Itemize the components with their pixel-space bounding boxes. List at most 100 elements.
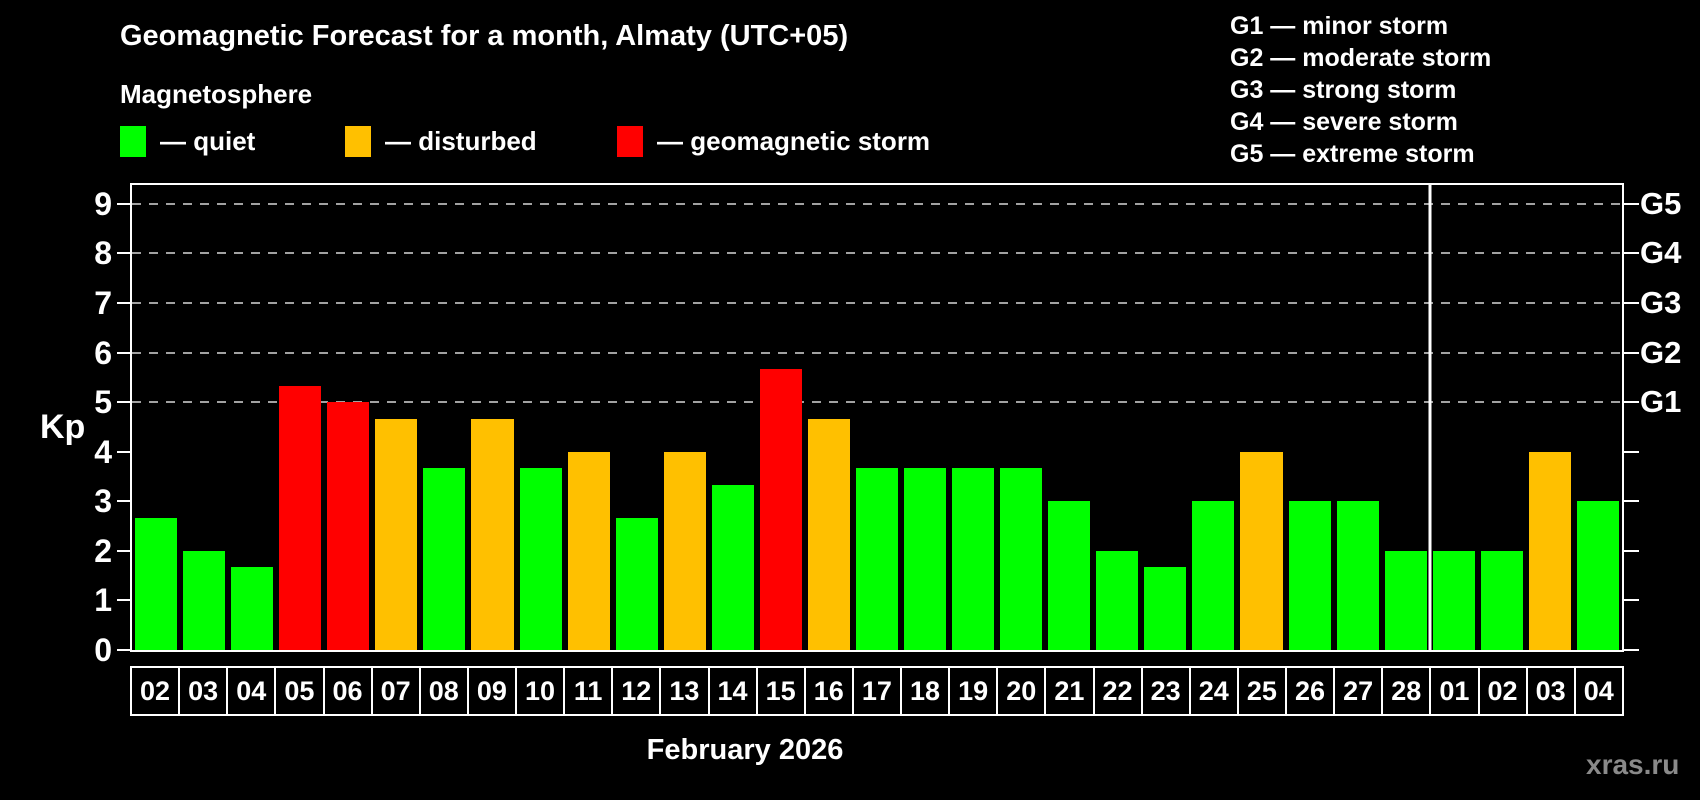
bar-slot [997,185,1045,650]
storm-scale-item: G2 — moderate storm [1230,44,1492,72]
y-axis-tick-label: 5 [94,384,112,421]
x-axis-title: February 2026 [646,734,844,766]
kp-bar-05 [279,385,322,650]
kp-bar-04 [1576,501,1619,650]
y-axis-tick [117,549,130,552]
disturbed-color-swatch [345,125,371,157]
legend-label-quiet: — quiet [160,125,256,156]
kp-bar-13 [663,451,706,650]
kp-bar-24 [1192,501,1235,650]
gridline-kp-5 [132,401,1622,404]
kp-bar-22 [1096,550,1139,650]
gridline-kp-7 [132,302,1622,304]
bar-slot [132,185,180,650]
day-label-26: 26 [1285,668,1333,714]
y-axis-tick-right [1624,252,1639,255]
kp-bar-20 [1000,468,1043,650]
bar-slot [276,185,324,650]
y-axis-tick-right [1624,302,1639,304]
y-axis-tick [117,450,130,453]
plot-area: Kp 0 1 2 3 4 5 6 7 8 9 G1 G2 G3 G4 G5 [40,183,1681,666]
storm-scale-item: G4 — severe storm [1230,108,1458,136]
kp-bar-17 [855,468,899,650]
y-axis-tick-label: 4 [94,433,112,470]
day-label-23: 23 [1140,668,1189,714]
day-label-08: 08 [418,668,467,714]
day-label-28: 28 [1381,668,1429,714]
kp-bar-01 [1432,550,1475,650]
bar-slot [805,185,853,650]
kp-bar-10 [519,468,562,650]
g-scale-label-G3: G3 [1640,285,1682,320]
y-axis-tick-label: 3 [94,483,112,520]
kp-bar-11 [567,451,610,650]
y-axis-tick [117,401,130,404]
bar-slot [1574,185,1622,650]
y-axis-tick [117,302,130,304]
day-label-02: 02 [1477,668,1526,714]
kp-bar-25 [1240,451,1283,650]
y-axis-tick-right [1624,549,1639,552]
bar-slot [468,185,516,650]
legend-item-disturbed: — disturbed [345,125,537,157]
day-label-25: 25 [1236,668,1285,714]
y-axis-tick-right [1624,649,1639,651]
day-label-20: 20 [996,668,1044,714]
day-label-22: 22 [1092,668,1141,714]
day-label-15: 15 [755,668,804,714]
day-label-24: 24 [1188,668,1237,714]
kp-bar-15 [759,368,802,650]
y-axis-tick-right [1624,599,1639,602]
kp-bar-19 [952,468,995,650]
legend-item-quiet: — quiet [120,125,255,157]
y-axis-tick [117,351,130,354]
kp-bar-28 [1384,550,1427,650]
bar-slot [1430,185,1478,650]
day-label-01: 01 [1429,668,1477,714]
bar-slot [1286,185,1334,650]
storm-color-swatch [617,125,643,157]
kp-bar-02 [135,517,178,650]
y-axis-tick-right [1624,401,1639,404]
legend-label-disturbed: — disturbed [385,125,537,156]
day-label-07: 07 [370,668,419,714]
y-axis-tick [117,649,130,651]
g-scale-label-G4: G4 [1640,235,1682,271]
y-axis-tick-label: 1 [94,582,112,619]
quiet-color-swatch [120,125,146,157]
y-axis-tick [117,599,130,602]
day-label-03: 03 [178,668,226,714]
bar-slot [1237,185,1285,650]
storm-scale-item: G5 — extreme storm [1230,140,1475,168]
y-axis-tick [117,252,130,255]
day-label-04: 04 [226,668,274,714]
kp-bar-21 [1048,501,1091,650]
y-axis-tick [117,500,130,503]
kp-bar-09 [471,418,514,650]
day-label-12: 12 [611,668,659,714]
day-label-17: 17 [851,668,900,714]
bar-slot [949,185,997,650]
y-axis-title: Kp [40,407,86,446]
kp-bar-27 [1336,501,1379,650]
y-axis-tick-right [1624,450,1639,453]
legend-label-storm: — geomagnetic storm [657,125,931,156]
kp-bar-08 [423,468,466,650]
g-scale-label-G5: G5 [1640,185,1682,221]
day-label-21: 21 [1044,668,1092,714]
chart-title: Geomagnetic Forecast for a month, Almaty… [120,20,849,52]
kp-bar-06 [327,402,370,650]
kp-bar-23 [1144,567,1187,650]
day-label-16: 16 [803,668,852,714]
day-label-02: 02 [140,675,171,706]
day-label-13: 13 [659,668,707,714]
g-scale-label-G2: G2 [1640,334,1682,370]
g-scale-label-G1: G1 [1640,384,1682,420]
storm-scale-legend: G1 — minor storm G2 — moderate storm G3 — … [1230,10,1491,170]
day-label-04: 04 [1573,668,1622,714]
storm-scale-item: G3 — strong storm [1230,76,1457,104]
day-label-03: 03 [1525,668,1574,714]
month-divider [1428,185,1432,650]
bar-slot [709,185,757,650]
